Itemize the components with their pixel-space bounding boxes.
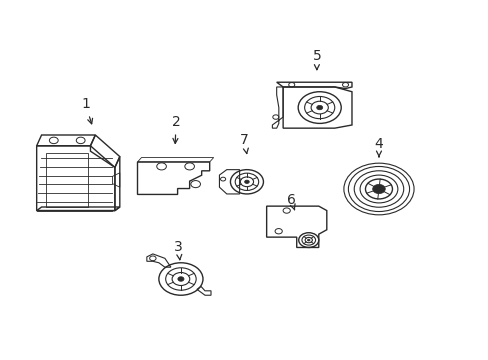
Circle shape xyxy=(307,239,309,241)
Text: 4: 4 xyxy=(374,137,383,157)
Circle shape xyxy=(244,180,249,184)
Text: 5: 5 xyxy=(312,49,321,69)
Text: 7: 7 xyxy=(240,134,248,154)
Circle shape xyxy=(316,105,322,110)
Circle shape xyxy=(372,184,385,194)
Circle shape xyxy=(178,277,183,281)
Text: 3: 3 xyxy=(174,240,183,260)
Text: 2: 2 xyxy=(171,116,180,143)
Text: 6: 6 xyxy=(286,193,295,210)
Text: 1: 1 xyxy=(81,98,92,124)
